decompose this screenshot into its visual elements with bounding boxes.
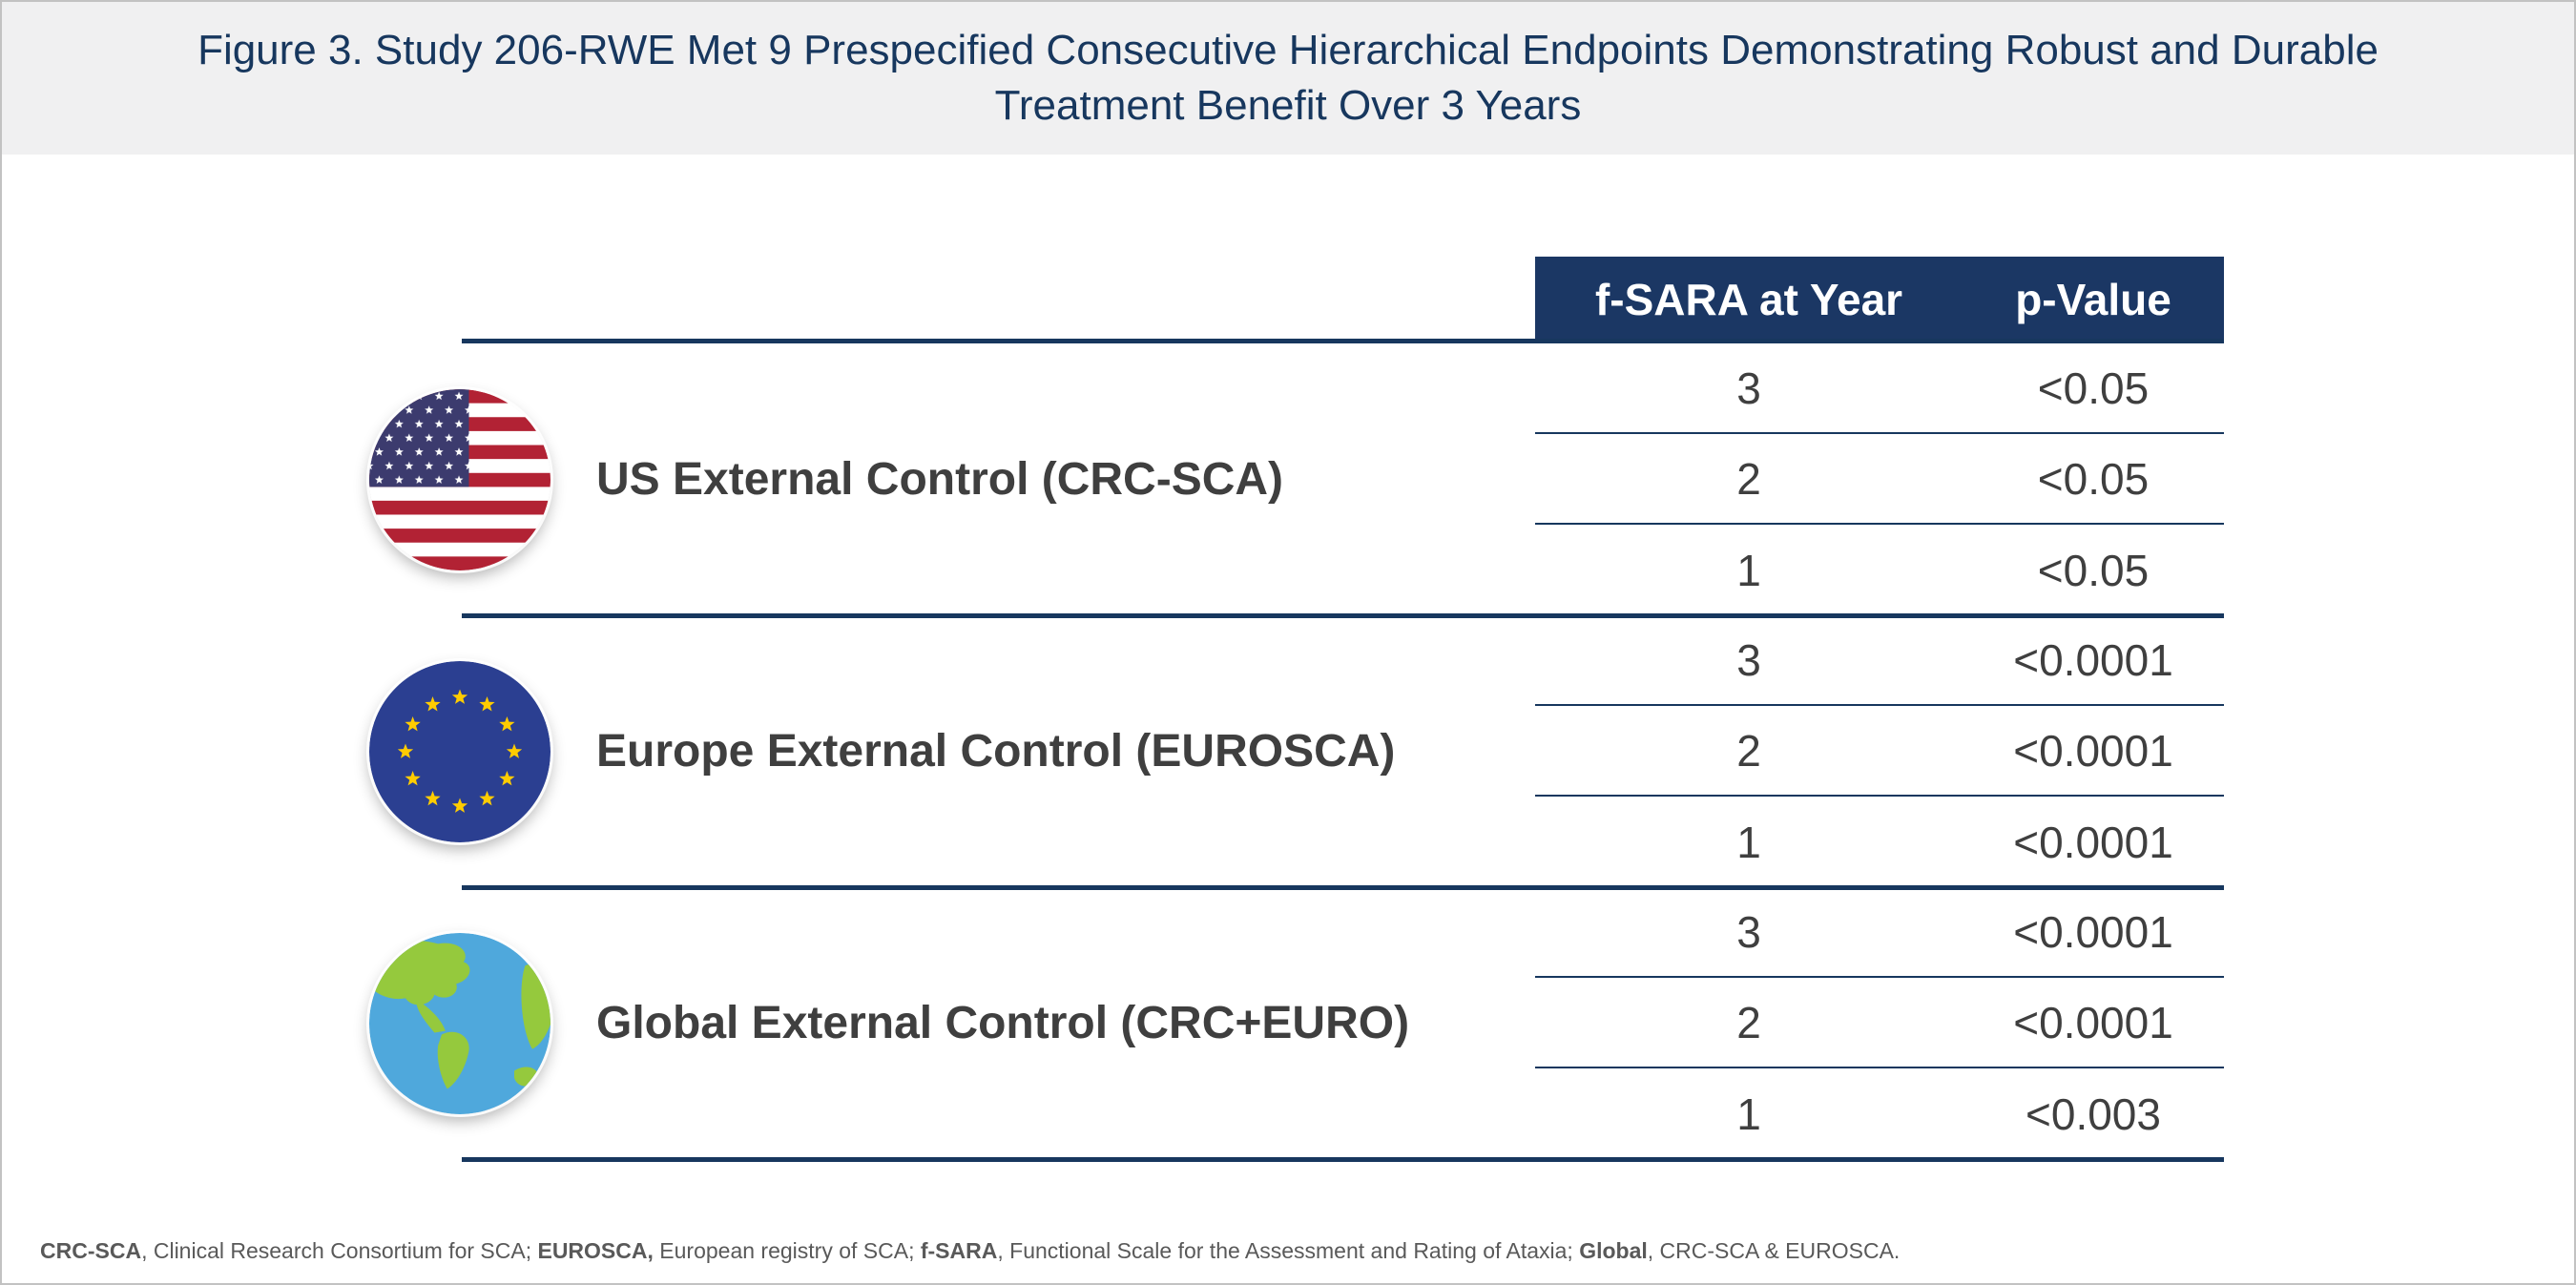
fsara-year-cell: 2 bbox=[1736, 997, 1761, 1047]
fsara-year-cell: 1 bbox=[1736, 817, 1761, 867]
column-header-pvalue: p-Value bbox=[2015, 275, 2171, 324]
globe-icon bbox=[369, 932, 551, 1114]
group-global: Global External Control (CRC+EURO) bbox=[369, 887, 1562, 1159]
eu-flag-icon bbox=[369, 660, 551, 842]
results-table-header: f-SARA at Year p-Value bbox=[1535, 257, 2224, 342]
table-row: 1 <0.003 bbox=[1535, 1068, 2224, 1159]
p-value-cell: <0.0001 bbox=[2013, 725, 2173, 776]
fsara-year-cell: 1 bbox=[1736, 545, 1761, 595]
divider-bottom bbox=[462, 1157, 2224, 1162]
table-row: 2 <0.0001 bbox=[1535, 978, 2224, 1068]
group-us: US External Control (CRC-SCA) bbox=[369, 343, 1562, 615]
table-row: 3 <0.05 bbox=[1535, 343, 2224, 434]
footnote-text: , CRC-SCA & EUROSCA. bbox=[1647, 1238, 1901, 1263]
figure-title: Figure 3. Study 206-RWE Met 9 Prespecifi… bbox=[197, 23, 2379, 134]
title-band: Figure 3. Study 206-RWE Met 9 Prespecifi… bbox=[2, 2, 2574, 155]
divider-group-1 bbox=[462, 613, 2224, 618]
p-value-cell: <0.05 bbox=[2037, 363, 2150, 413]
divider-group-2 bbox=[462, 885, 2224, 890]
fsara-year-cell: 3 bbox=[1736, 906, 1761, 957]
footnote-term: CRC-SCA bbox=[40, 1238, 142, 1263]
p-value-cell: <0.0001 bbox=[2013, 997, 2173, 1047]
p-value-cell: <0.05 bbox=[2037, 453, 2150, 504]
table-row: 1 <0.05 bbox=[1535, 525, 2224, 615]
column-header-fsara: f-SARA at Year bbox=[1594, 275, 1903, 324]
group-label: US External Control (CRC-SCA) bbox=[596, 454, 1284, 505]
footnote-text: , Clinical Research Consortium for SCA; bbox=[141, 1238, 538, 1263]
p-value-cell: <0.0001 bbox=[2013, 817, 2173, 867]
p-value-cell: <0.0001 bbox=[2013, 906, 2173, 957]
fsara-year-cell: 2 bbox=[1736, 453, 1761, 504]
us-flag-icon bbox=[369, 388, 551, 570]
footnote-term: f-SARA bbox=[920, 1238, 998, 1263]
p-value-cell: <0.003 bbox=[2025, 1088, 2161, 1139]
fsara-year-cell: 3 bbox=[1736, 363, 1761, 413]
footnote-term: Global bbox=[1579, 1238, 1648, 1263]
fsara-year-cell: 2 bbox=[1736, 725, 1761, 776]
table-row: 2 <0.0001 bbox=[1535, 706, 2224, 797]
divider-header-bottom bbox=[462, 339, 2224, 343]
table-row: 3 <0.0001 bbox=[1535, 615, 2224, 706]
footnote-text: , Functional Scale for the Assessment an… bbox=[997, 1238, 1580, 1263]
fsara-year-cell: 1 bbox=[1736, 1088, 1761, 1139]
fsara-year-cell: 3 bbox=[1736, 634, 1761, 685]
footnote: CRC-SCA, Clinical Research Consortium fo… bbox=[40, 1238, 1900, 1264]
p-value-cell: <0.05 bbox=[2037, 545, 2150, 595]
figure-title-line1: Figure 3. Study 206-RWE Met 9 Prespecifi… bbox=[197, 26, 2379, 73]
group-europe: Europe External Control (EUROSCA) bbox=[369, 615, 1562, 887]
footnote-text: European registry of SCA; bbox=[653, 1238, 921, 1263]
table-row: 1 <0.0001 bbox=[1535, 797, 2224, 887]
group-label: Europe External Control (EUROSCA) bbox=[596, 726, 1396, 777]
table-row: 2 <0.05 bbox=[1535, 434, 2224, 525]
footnote-term: EUROSCA, bbox=[537, 1238, 654, 1263]
table-row: 3 <0.0001 bbox=[1535, 887, 2224, 978]
p-value-cell: <0.0001 bbox=[2013, 634, 2173, 685]
results-table-body: 3 <0.05 2 <0.05 1 <0.05 3 <0.0001 2 <0.0… bbox=[1535, 343, 2224, 1159]
figure-title-line2: Treatment Benefit Over 3 Years bbox=[994, 82, 1582, 129]
group-label: Global External Control (CRC+EURO) bbox=[596, 998, 1410, 1048]
